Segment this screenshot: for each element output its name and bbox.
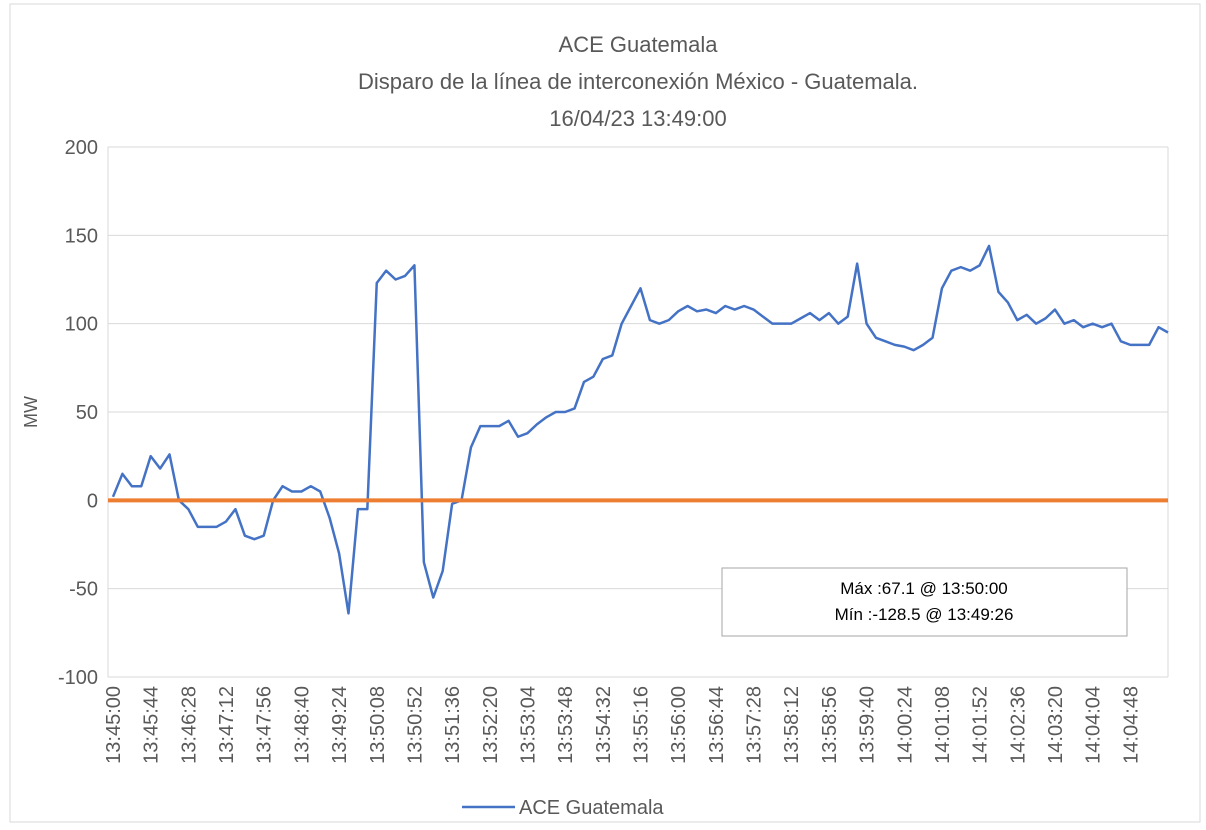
x-tick-label: 13:54:32 [593, 686, 615, 764]
x-tick-label: 13:59:40 [857, 686, 879, 764]
legend-label: ACE Guatemala [519, 797, 664, 819]
y-tick-label: -100 [58, 667, 98, 689]
annotation-box [721, 567, 1128, 637]
y-tick-label: 100 [65, 314, 98, 336]
chart-title: 16/04/23 13:49:00 [549, 106, 726, 131]
data-line [111, 244, 1169, 615]
x-tick-label: 14:00:24 [894, 686, 916, 764]
chart-title: Disparo de la línea de interconexión Méx… [358, 69, 918, 94]
y-tick-label: 150 [65, 225, 98, 247]
x-tick-label: 13:50:52 [404, 686, 426, 764]
y-axis-label: MW [21, 396, 41, 428]
annotation-text: Mín :-128.5 @ 13:49:26 [835, 605, 1014, 624]
x-tick-label: 13:56:44 [706, 686, 728, 764]
y-tick-label: 200 [65, 137, 98, 159]
x-tick-label: 13:45:44 [141, 686, 163, 764]
x-tick-label: 13:51:36 [442, 686, 464, 764]
y-tick-label: -50 [69, 579, 98, 601]
x-tick-label: 13:46:28 [178, 686, 200, 764]
x-tick-label: 13:49:24 [329, 686, 351, 764]
chart-title: ACE Guatemala [559, 32, 719, 57]
x-tick-label: 13:56:00 [668, 686, 690, 764]
x-tick-label: 13:45:00 [103, 686, 125, 764]
x-tick-label: 13:58:56 [819, 686, 841, 764]
x-tick-label: 14:02:36 [1007, 686, 1029, 764]
annotation-text: Máx :67.1 @ 13:50:00 [840, 579, 1008, 598]
x-tick-label: 13:48:40 [291, 686, 313, 764]
x-tick-label: 14:01:52 [970, 686, 992, 764]
x-tick-label: 13:52:20 [480, 686, 502, 764]
chart-frame [9, 3, 1201, 823]
x-tick-label: 13:57:28 [744, 686, 766, 764]
y-tick-label: 50 [76, 402, 98, 424]
x-tick-label: 13:53:04 [517, 686, 539, 764]
x-tick-label: 14:03:20 [1045, 686, 1067, 764]
x-tick-label: 14:04:48 [1120, 686, 1142, 764]
x-tick-label: 13:50:08 [367, 686, 389, 764]
x-tick-label: 13:55:16 [631, 686, 653, 764]
x-tick-label: 13:47:56 [254, 686, 276, 764]
x-tick-label: 14:04:04 [1083, 686, 1105, 764]
y-tick-label: 0 [87, 490, 98, 512]
x-tick-label: 13:53:48 [555, 686, 577, 764]
x-tick-label: 14:01:08 [932, 686, 954, 764]
x-tick-label: 13:47:12 [216, 686, 238, 764]
x-tick-label: 13:58:12 [781, 686, 803, 764]
